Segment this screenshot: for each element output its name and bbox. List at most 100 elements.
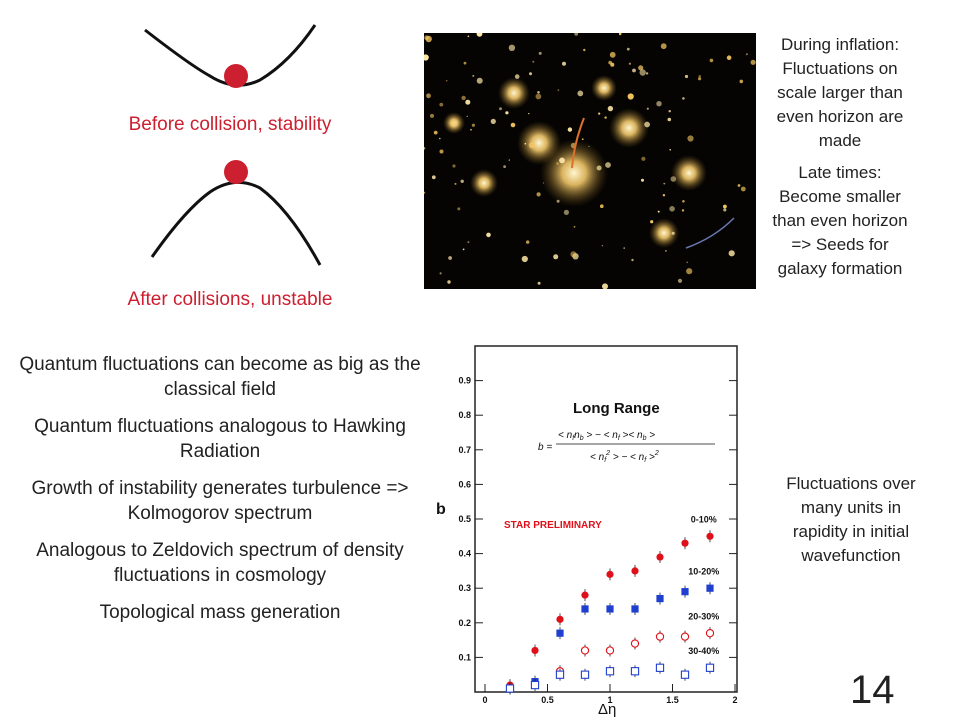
star-point: [470, 128, 472, 131]
star-point: [604, 116, 607, 119]
20-30--point: [680, 632, 690, 641]
star-point: [670, 176, 677, 182]
star-point: [638, 65, 644, 71]
star-point: [499, 107, 502, 111]
star-point: [660, 43, 667, 50]
30-40--point: [605, 667, 615, 676]
formula: b = < nfnb > − < nf >< nb > < nf2 > − < …: [538, 430, 715, 464]
30-40--point: [505, 684, 515, 693]
star-point: [627, 93, 634, 100]
star-point: [461, 95, 466, 101]
galaxy-glow: [540, 139, 608, 207]
star-point: [570, 251, 577, 258]
30-40--point: [580, 670, 590, 679]
y-tick-label: 0.9: [458, 376, 471, 386]
star-point: [728, 250, 735, 257]
lensing-arc: [685, 217, 735, 249]
30-40--point: [705, 663, 715, 672]
late-times-note: Late times: Become smaller than even hor…: [772, 163, 908, 278]
svg-text:b =: b =: [538, 442, 552, 453]
y-tick-label: 0.2: [458, 618, 471, 628]
star-point: [726, 55, 732, 60]
star-point: [628, 62, 631, 65]
y-tick-label: 0.4: [458, 549, 471, 559]
star-point: [681, 209, 685, 212]
star-point: [532, 60, 535, 63]
star-point: [538, 51, 542, 55]
star-point: [462, 248, 465, 251]
star-point: [424, 147, 426, 150]
star-point: [623, 247, 625, 249]
bullet-list: Quantum fluctuations can become as big a…: [18, 352, 422, 637]
10-20--point: [656, 594, 664, 603]
10-20--point: [681, 588, 689, 596]
x-tick-label: 1.5: [666, 695, 679, 705]
20-30--point: [580, 646, 590, 655]
star-point: [609, 51, 616, 58]
star-point: [573, 225, 576, 228]
star-point: [671, 231, 675, 235]
star-point: [465, 99, 471, 105]
y-tick-label: 0.8: [458, 410, 471, 420]
star-point: [426, 93, 431, 99]
star-point: [524, 142, 527, 145]
star-point: [439, 149, 444, 154]
star-point: [588, 145, 590, 148]
star-point: [686, 268, 693, 275]
star-point: [510, 122, 516, 128]
star-point: [521, 255, 528, 263]
star-point: [439, 272, 442, 275]
star-point: [698, 77, 702, 81]
x-tick-label: 0: [482, 695, 487, 705]
galaxy-glow: [609, 108, 649, 148]
star-point: [598, 112, 601, 115]
x-tick-label: 1: [607, 695, 612, 705]
star-point: [471, 123, 475, 127]
star-point: [439, 137, 441, 140]
star-point: [562, 61, 566, 66]
0-10--point: [706, 532, 714, 540]
star-point: [662, 194, 666, 197]
series-label: 10-20%: [688, 566, 719, 576]
star-point: [669, 206, 675, 212]
star-point: [686, 261, 689, 264]
star-point: [601, 245, 603, 247]
star-point: [508, 159, 510, 161]
star-point: [657, 210, 660, 213]
star-point: [535, 93, 542, 100]
star-point: [745, 53, 748, 56]
star-point: [750, 59, 756, 65]
star-point: [452, 164, 456, 168]
30-40--point: [530, 680, 540, 690]
svg-text:< nf2 > − < nf >2: < nf2 > − < nf >2: [590, 450, 659, 464]
page-number: 14: [850, 668, 895, 712]
10-20--point: [581, 605, 589, 613]
star-point: [457, 207, 461, 211]
star-point: [472, 74, 475, 77]
star-point: [467, 35, 470, 38]
20-30--point: [630, 639, 640, 648]
10-20--point: [706, 584, 714, 592]
inflation-note: During inflation: Fluctuations on scale …: [776, 35, 904, 150]
star-point: [602, 283, 608, 289]
0-10--point: [681, 539, 689, 547]
y-tick-label: 0.7: [458, 445, 471, 455]
before-collision-label: Before collision, stability: [128, 114, 332, 135]
star-point: [577, 90, 584, 97]
y-axis-label: b: [436, 501, 446, 518]
star-point: [698, 75, 701, 78]
star-point: [641, 156, 646, 161]
star-point: [656, 101, 662, 107]
star-point: [618, 33, 622, 36]
star-point: [646, 107, 649, 110]
star-point: [684, 74, 689, 79]
star-point: [639, 69, 646, 76]
star-point: [505, 111, 509, 115]
star-point: [424, 54, 429, 61]
0-10--point: [581, 591, 589, 599]
bullet-item: Quantum fluctuations can become as big a…: [19, 354, 421, 400]
star-point: [528, 142, 535, 149]
star-point: [668, 110, 671, 113]
30-40--point: [680, 670, 690, 679]
star-point: [454, 182, 457, 185]
